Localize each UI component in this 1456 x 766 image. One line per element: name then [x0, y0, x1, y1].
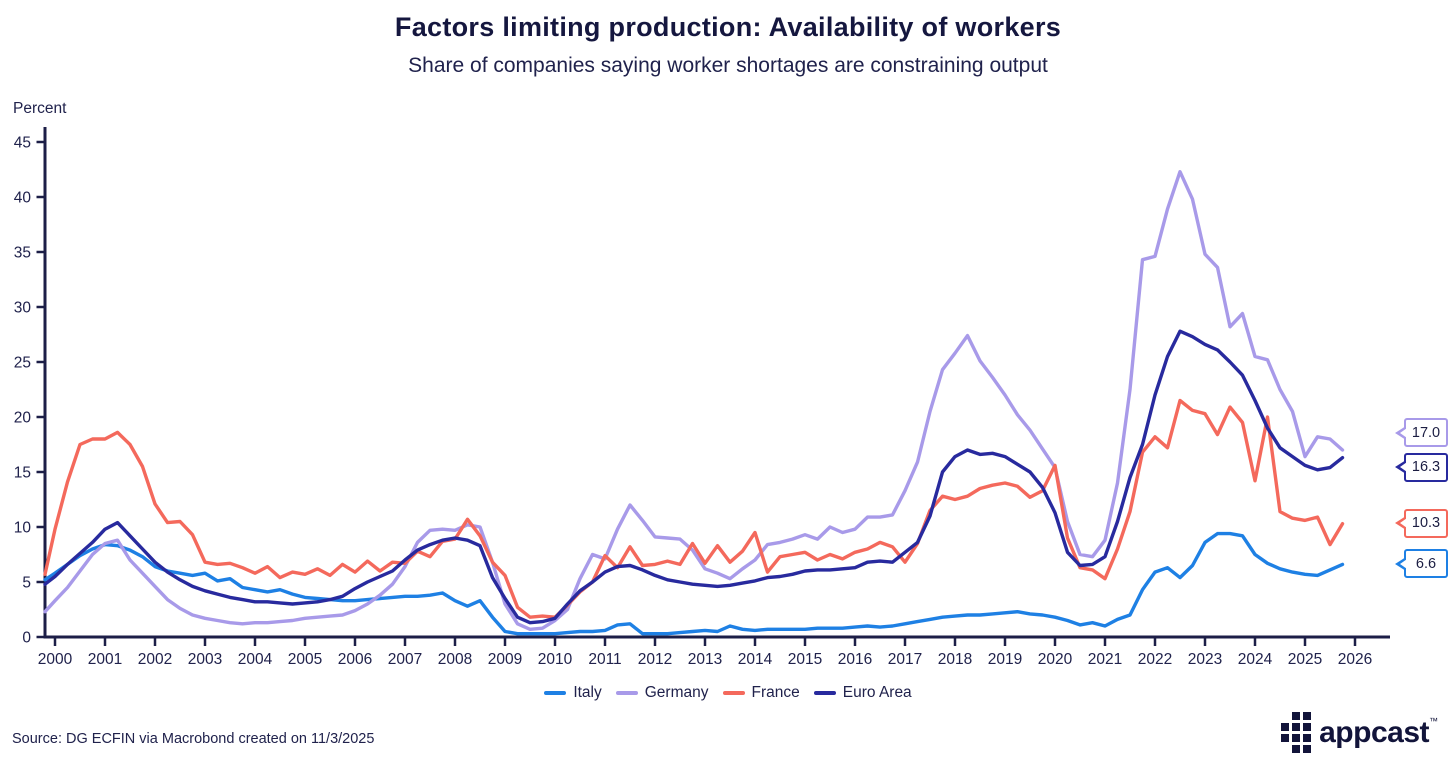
callout-value: 6.6 [1415, 555, 1437, 572]
line-euro-area [43, 329, 1345, 625]
legend-item-italy: Italy [544, 684, 602, 702]
x-tick-label: 2004 [238, 651, 273, 668]
callout-pointer-fill [1400, 460, 1410, 475]
logo-dot [1292, 723, 1301, 731]
callout-value: 17.0 [1411, 424, 1441, 441]
y-tick-label: 0 [22, 630, 31, 647]
callout-value: 16.3 [1411, 459, 1441, 476]
x-tick-label: 2026 [1338, 651, 1372, 668]
line-france [43, 398, 1345, 619]
end-value-callout-italy: 6.6 [1395, 549, 1448, 579]
x-tick-label: 2006 [338, 651, 372, 668]
logo-dot [1303, 723, 1312, 731]
x-tick-label: 2005 [288, 651, 322, 668]
x-tick-label: 2000 [38, 651, 73, 668]
logo-dot [1303, 745, 1312, 753]
appcast-logo-icon [1281, 712, 1312, 753]
logo-dot [1281, 723, 1290, 731]
callout-pointer-fill [1400, 516, 1410, 531]
x-tick-label: 2003 [188, 651, 222, 668]
y-axis-label: Percent [13, 100, 67, 117]
logo-dot [1292, 734, 1301, 742]
y-tick-label: 40 [14, 190, 32, 207]
x-tick-label: 2024 [1238, 651, 1273, 668]
x-tick-label: 2001 [88, 651, 122, 668]
logo-dot [1303, 712, 1312, 720]
end-value-callout-euro-area: 16.3 [1395, 452, 1448, 482]
logo-dot [1281, 734, 1290, 742]
x-tick-label: 2019 [988, 651, 1022, 668]
x-tick-label: 2015 [788, 651, 822, 668]
y-tick-label: 25 [14, 355, 31, 372]
x-tick-label: 2016 [838, 651, 872, 668]
callout-pointer-fill [1400, 556, 1410, 571]
legend-swatch [615, 691, 638, 695]
y-tick-label: 20 [14, 410, 32, 427]
legend-item-euro-area: Euro Area [813, 684, 912, 702]
line-italy [43, 531, 1345, 636]
logo-dot [1281, 745, 1289, 753]
x-tick-label: 2010 [538, 651, 573, 668]
x-tick-label: 2022 [1138, 651, 1172, 668]
legend-item-germany: Germany [615, 684, 709, 702]
y-tick-label: 45 [14, 135, 31, 152]
appcast-logo-text: appcast™ [1319, 715, 1438, 749]
x-tick-label: 2025 [1288, 651, 1322, 668]
logo-dot [1292, 745, 1301, 753]
trademark-symbol: ™ [1429, 715, 1438, 726]
x-tick-label: 2007 [388, 651, 422, 668]
logo-dot [1292, 712, 1301, 720]
chart-legend: Italy Germany France Euro Area [0, 684, 1456, 702]
x-tick-label: 2009 [488, 651, 522, 668]
legend-item-france: France [722, 684, 800, 702]
legend-label: Italy [573, 684, 602, 701]
x-tick-label: 2013 [688, 651, 722, 668]
x-tick-label: 2014 [738, 651, 773, 668]
y-tick-label: 5 [22, 575, 31, 592]
legend-label: Germany [644, 684, 709, 701]
chart-title: Factors limiting production: Availabilit… [394, 12, 1062, 42]
y-tick-label: 10 [14, 520, 32, 537]
y-tick-label: 35 [14, 245, 31, 262]
legend-swatch [813, 691, 836, 695]
callout-pointer-fill [1400, 425, 1410, 440]
legend-label: France [751, 684, 800, 701]
y-tick-label: 15 [14, 465, 31, 482]
x-tick-label: 2023 [1188, 651, 1222, 668]
x-tick-label: 2017 [888, 651, 922, 668]
y-tick-label: 30 [14, 300, 32, 317]
x-tick-label: 2011 [588, 651, 621, 668]
line-germany [43, 169, 1345, 631]
x-tick-label: 2021 [1088, 651, 1122, 668]
x-tick-label: 2008 [438, 651, 472, 668]
x-tick-label: 2018 [938, 651, 972, 668]
appcast-logo: appcast™ [1281, 712, 1438, 753]
x-tick-label: 2012 [638, 651, 672, 668]
legend-label: Euro Area [842, 684, 912, 701]
logo-dot [1303, 734, 1312, 742]
logo-dot [1281, 712, 1289, 720]
callout-value: 10.3 [1411, 515, 1441, 532]
x-tick-label: 2020 [1038, 651, 1073, 668]
end-value-callout-germany: 17.0 [1395, 418, 1448, 447]
axis-lines [43, 127, 1390, 639]
source-note: Source: DG ECFIN via Macrobond created o… [12, 731, 375, 747]
x-tick-label: 2002 [138, 651, 172, 668]
legend-swatch [722, 691, 745, 695]
legend-swatch [544, 691, 567, 695]
end-value-callout-france: 10.3 [1395, 508, 1448, 538]
chart-subtitle: Share of companies saying worker shortag… [408, 54, 1048, 77]
